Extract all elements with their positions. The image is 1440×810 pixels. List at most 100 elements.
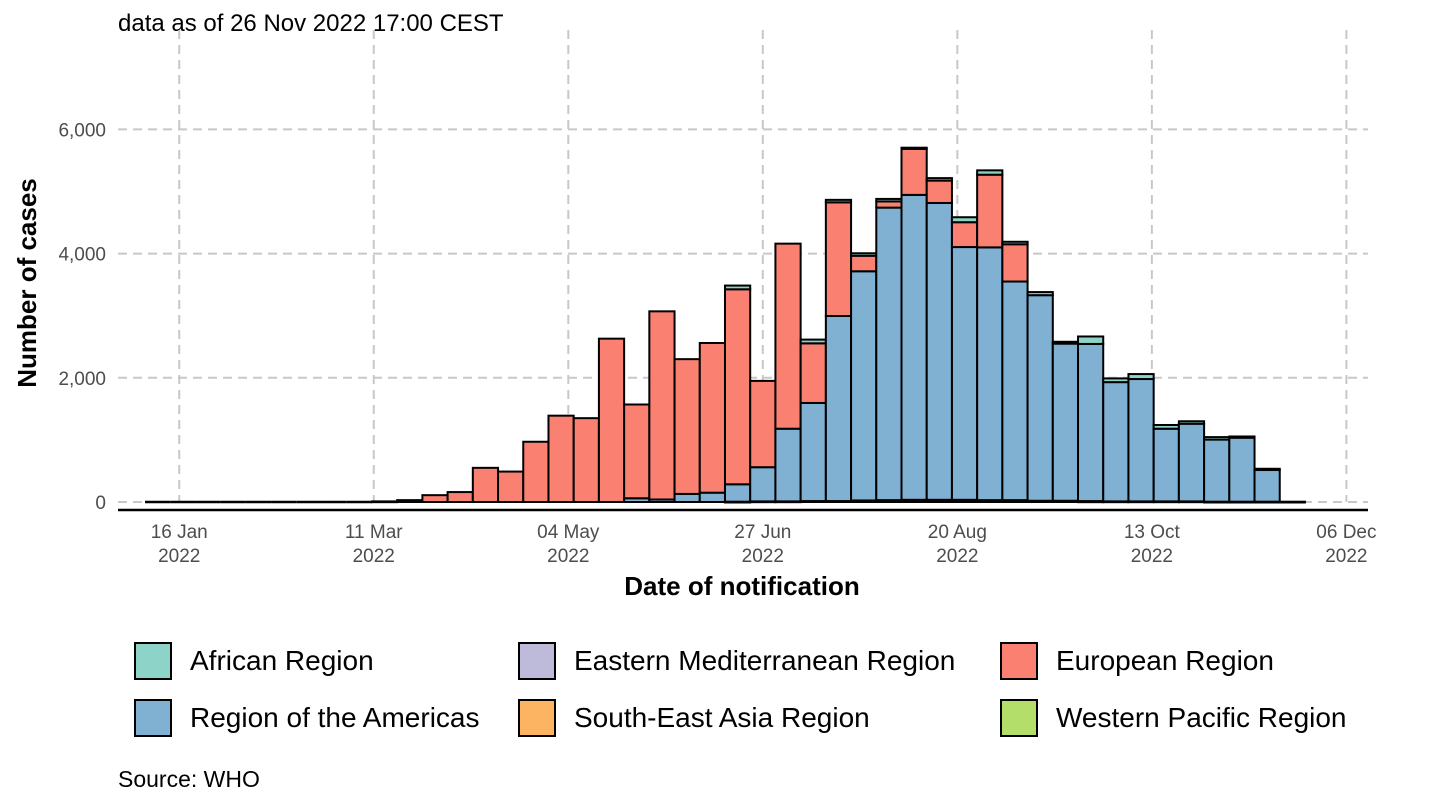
bar-segment: [1203, 438, 1231, 503]
legend-swatch: [1000, 642, 1038, 680]
bar-segment: [698, 491, 726, 503]
bar-segment: [446, 491, 474, 504]
bar-segment: [1001, 240, 1029, 246]
bar-segment: [900, 146, 928, 150]
bar-segment: [1001, 280, 1029, 502]
stacked-bar-chart: 0 2,000 4,000 6,000 16 Jan 2022 11 Mar 2022 04 M…: [12, 30, 1376, 601]
bar-segment: [850, 254, 878, 273]
legend-item: Western Pacific Region: [1000, 699, 1347, 737]
chart-subtitle: data as of 26 Nov 2022 17:00 CEST: [118, 10, 504, 37]
bar-segment: [950, 216, 979, 224]
bar-segment: [976, 173, 1004, 249]
bar-segment: [925, 179, 953, 204]
bar-segment: [1152, 427, 1180, 503]
y-tick-label: 0: [95, 493, 106, 514]
legend-label: Western Pacific Region: [1056, 702, 1347, 733]
x-tick-label: 06 Dec 2022: [1316, 522, 1376, 567]
bar-segment: [875, 197, 903, 203]
bar-segment: [1001, 243, 1029, 283]
legend-swatch: [134, 642, 172, 680]
x-tick-label: 16 Jan 2022: [151, 522, 208, 567]
bar-segment: [1177, 422, 1206, 503]
legend-swatch: [134, 699, 172, 737]
bar-segment: [925, 201, 953, 501]
bar-segment: [623, 403, 651, 500]
bar-segment: [723, 483, 752, 503]
bar-segment: [522, 440, 550, 504]
y-tick-label: 4,000: [58, 245, 106, 266]
bar-segment: [1278, 500, 1306, 504]
y-tick-label: 2,000: [58, 369, 106, 390]
bars-layer: [145, 146, 1306, 504]
bar-segment: [673, 358, 701, 495]
axes-layer: 0 2,000 4,000 6,000 16 Jan 2022 11 Mar 2022 04 M…: [58, 120, 1376, 567]
legend-item: Eastern Mediterranean Region: [518, 642, 955, 680]
bar-segment: [1026, 294, 1054, 502]
bar-segment: [824, 314, 853, 503]
bar-segment: [1102, 381, 1130, 503]
bar-segment: [1127, 373, 1155, 381]
y-tick-label: 6,000: [58, 120, 106, 141]
bar-segment: [547, 414, 575, 503]
bar-segment: [799, 338, 827, 345]
legend-item: Region of the Americas: [134, 699, 480, 737]
legend-label: Eastern Mediterranean Region: [574, 645, 956, 676]
bar-segment: [1051, 342, 1080, 502]
bar-segment: [1051, 340, 1080, 345]
bar-segment: [723, 284, 752, 291]
bar-segment: [749, 379, 777, 469]
bar-segment: [396, 499, 424, 503]
x-tick-label: 20 Aug 2022: [928, 522, 987, 567]
bar-segment: [976, 169, 1004, 176]
x-tick-label: 04 May 2022: [537, 522, 600, 567]
bar-segment: [774, 242, 802, 430]
legend-label: African Region: [190, 645, 374, 676]
legend-swatch: [1000, 699, 1038, 737]
legend-label: South-East Asia Region: [574, 702, 870, 733]
bar-segment: [497, 470, 525, 503]
legend-item: European Region: [1000, 642, 1274, 680]
bar-segment: [597, 337, 626, 503]
bar-segment: [572, 417, 600, 503]
bar-segment: [1253, 469, 1281, 503]
bar-segment: [1228, 435, 1256, 439]
bar-segment: [1253, 467, 1281, 472]
x-tick-label: 11 Mar 2022: [345, 522, 403, 567]
y-axis-title: Number of cases: [12, 178, 42, 388]
bar-segment: [950, 246, 979, 501]
legend-swatch: [518, 699, 556, 737]
bar-segment: [648, 310, 676, 501]
bar-segment: [673, 492, 701, 504]
legend-item: South-East Asia Region: [518, 699, 870, 737]
bar-segment: [1102, 377, 1130, 384]
bar-segment: [799, 342, 827, 404]
legend-item: African Region: [134, 642, 374, 680]
bar-segment: [723, 288, 752, 486]
bar-segment: [900, 193, 928, 501]
bar-segment: [370, 500, 399, 504]
bar-segment: [1127, 378, 1155, 503]
bar-segment: [824, 201, 853, 317]
bar-segment: [850, 252, 878, 257]
x-tick-label: 27 Jun 2022: [734, 522, 791, 567]
bar-segment: [950, 221, 979, 249]
bar-segment: [1026, 291, 1054, 297]
bar-segment: [698, 342, 726, 494]
source-note: Source: WHO: [118, 766, 260, 792]
bar-segment: [976, 246, 1004, 502]
bar-segment: [900, 147, 928, 196]
bar-segment: [421, 494, 449, 504]
bar-segment: [925, 177, 953, 182]
bar-segment: [1177, 420, 1206, 425]
x-tick-label: 13 Oct 2022: [1124, 522, 1181, 567]
bar-segment: [749, 466, 777, 503]
bar-segment: [774, 427, 802, 503]
legend-label: Region of the Americas: [190, 702, 480, 733]
bar-segment: [1077, 342, 1105, 503]
x-axis-title: Date of notification: [624, 571, 859, 601]
bar-segment: [1203, 436, 1231, 441]
bar-segment: [1228, 436, 1256, 503]
legend-swatch: [518, 642, 556, 680]
bar-segment: [1077, 335, 1105, 345]
bar-segment: [875, 206, 903, 502]
